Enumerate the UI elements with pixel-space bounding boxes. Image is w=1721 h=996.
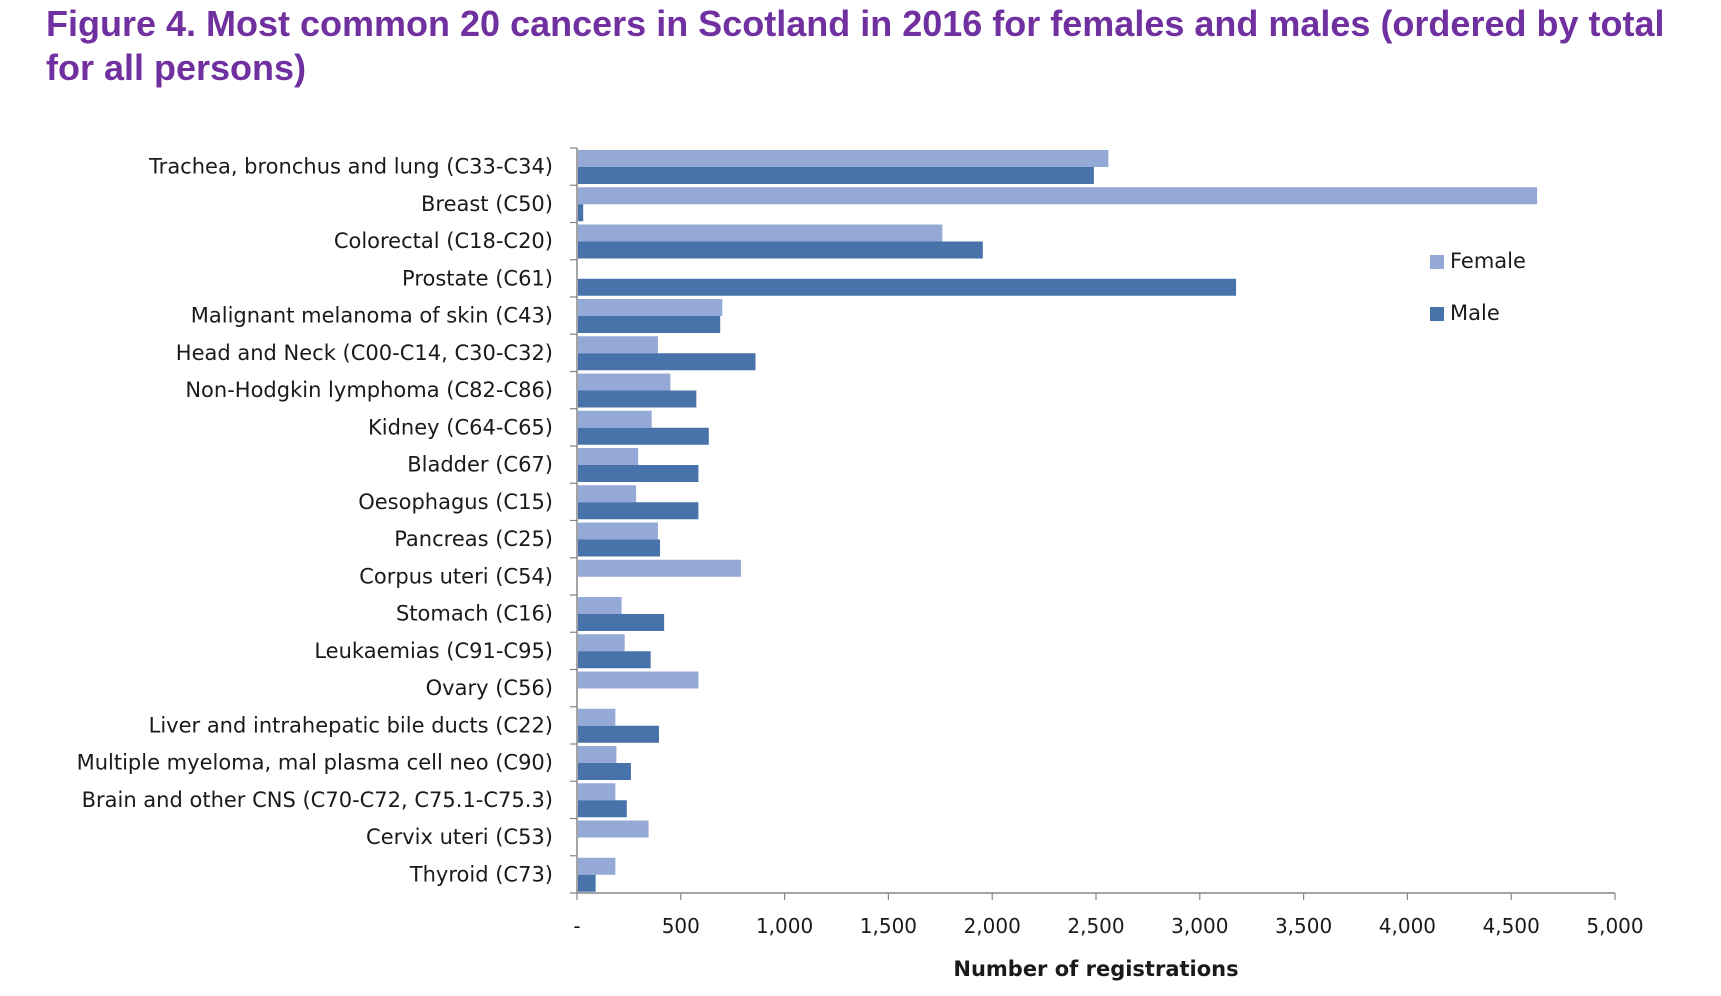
bar-male-9 bbox=[578, 502, 699, 520]
category-label: Thyroid (C73) bbox=[409, 862, 553, 886]
bar-female-7 bbox=[578, 410, 652, 428]
bar-male-6 bbox=[578, 390, 697, 408]
x-axis-title: Number of registrations bbox=[953, 957, 1238, 981]
category-label: Multiple myeloma, mal plasma cell neo (C… bbox=[77, 751, 553, 775]
category-label: Pancreas (C25) bbox=[394, 527, 553, 551]
figure-title: Figure 4. Most common 20 cancers in Scot… bbox=[46, 3, 1665, 88]
bar-male-1 bbox=[578, 204, 584, 222]
legend-swatch-male bbox=[1430, 307, 1444, 321]
category-label: Colorectal (C18-C20) bbox=[334, 229, 553, 253]
category-label: Prostate (C61) bbox=[402, 266, 553, 290]
bar-male-2 bbox=[578, 241, 983, 259]
bar-male-12 bbox=[578, 614, 665, 631]
bar-female-18 bbox=[578, 820, 649, 838]
category-label: Oesophagus (C15) bbox=[358, 490, 553, 514]
bar-male-13 bbox=[578, 651, 651, 669]
x-tick-label: 500 bbox=[662, 914, 700, 938]
bar-female-12 bbox=[578, 597, 622, 614]
bar-female-17 bbox=[578, 783, 616, 801]
category-label: Non-Hodgkin lymphoma (C82-C86) bbox=[185, 378, 553, 402]
x-tick-label: 2,500 bbox=[1067, 914, 1124, 938]
category-label: Trachea, bronchus and lung (C33-C34) bbox=[148, 155, 553, 179]
category-labels: Trachea, bronchus and lung (C33-C34) Brea… bbox=[77, 155, 553, 887]
bar-female-8 bbox=[578, 448, 639, 465]
x-tick-label: 4,000 bbox=[1379, 914, 1436, 938]
bar-male-7 bbox=[578, 427, 709, 445]
bar-male-3 bbox=[578, 278, 1237, 296]
bar-female-16 bbox=[578, 746, 617, 763]
bar-male-5 bbox=[578, 353, 756, 371]
x-tick-label: 1,000 bbox=[756, 914, 813, 938]
legend-label-male: Male bbox=[1450, 301, 1500, 325]
bar-female-9 bbox=[578, 485, 637, 503]
category-label: Liver and intrahepatic bile ducts (C22) bbox=[149, 713, 553, 737]
category-label: Leukaemias (C91-C95) bbox=[314, 639, 553, 663]
bar-female-15 bbox=[578, 708, 616, 726]
bar-female-1 bbox=[578, 187, 1538, 205]
category-label: Cervix uteri (C53) bbox=[366, 825, 553, 849]
bar-female-13 bbox=[578, 634, 625, 652]
axes-group bbox=[570, 147, 1616, 900]
x-tick-label: 5,000 bbox=[1586, 914, 1643, 938]
bar-male-15 bbox=[578, 725, 659, 743]
bar-female-11 bbox=[578, 559, 741, 577]
category-label: Malignant melanoma of skin (C43) bbox=[191, 304, 553, 328]
bar-female-14 bbox=[578, 671, 699, 689]
bars-group bbox=[578, 150, 1538, 892]
x-tick-label: 1,500 bbox=[860, 914, 917, 938]
bar-female-6 bbox=[578, 373, 671, 391]
x-tick-label: 3,000 bbox=[1171, 914, 1228, 938]
category-label: Brain and other CNS (C70-C72, C75.1-C75.… bbox=[82, 788, 553, 812]
legend-label-female: Female bbox=[1450, 249, 1526, 273]
legend-swatch-female bbox=[1430, 255, 1444, 269]
x-tick-labels: - 500 1,000 1,500 2,000 2,500 3,000 3,500 4,000 4… bbox=[573, 914, 1643, 938]
x-tick-label: 3,500 bbox=[1275, 914, 1332, 938]
bar-female-2 bbox=[578, 224, 943, 242]
category-label: Breast (C50) bbox=[421, 192, 553, 216]
bar-male-8 bbox=[578, 465, 699, 482]
bar-male-19 bbox=[578, 874, 596, 892]
bar-male-16 bbox=[578, 763, 631, 780]
bar-female-0 bbox=[578, 150, 1109, 167]
category-label: Head and Neck (C00-C14, C30-C32) bbox=[176, 341, 553, 365]
category-label: Corpus uteri (C54) bbox=[359, 564, 553, 588]
bar-male-0 bbox=[578, 167, 1094, 184]
x-tick-label: 4,500 bbox=[1483, 914, 1540, 938]
bar-male-10 bbox=[578, 539, 661, 557]
bar-male-17 bbox=[578, 800, 627, 818]
bar-female-19 bbox=[578, 857, 616, 875]
bar-female-4 bbox=[578, 299, 723, 316]
category-label: Ovary (C56) bbox=[426, 676, 553, 700]
legend: Female Male bbox=[1430, 249, 1526, 325]
category-label: Kidney (C64-C65) bbox=[368, 415, 553, 439]
bar-male-4 bbox=[578, 316, 721, 333]
x-tick-label: 2,000 bbox=[964, 914, 1021, 938]
bar-female-10 bbox=[578, 522, 658, 540]
category-label: Bladder (C67) bbox=[407, 453, 553, 477]
category-label: Stomach (C16) bbox=[396, 602, 553, 626]
bar-female-5 bbox=[578, 336, 658, 354]
x-tick-label: - bbox=[573, 914, 580, 938]
